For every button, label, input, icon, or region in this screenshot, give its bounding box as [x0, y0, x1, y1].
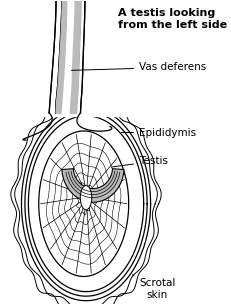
Ellipse shape — [80, 185, 91, 210]
Text: Scrotal
skin: Scrotal skin — [132, 275, 175, 300]
Polygon shape — [62, 169, 124, 202]
Text: Vas deferens: Vas deferens — [71, 62, 205, 72]
Polygon shape — [39, 131, 128, 276]
Bar — [1, 0, 230, 116]
Text: A testis looking
from the left side: A testis looking from the left side — [117, 8, 226, 30]
Text: Epididymis: Epididymis — [121, 128, 195, 137]
Polygon shape — [17, 101, 154, 306]
Text: Testis: Testis — [111, 156, 167, 167]
